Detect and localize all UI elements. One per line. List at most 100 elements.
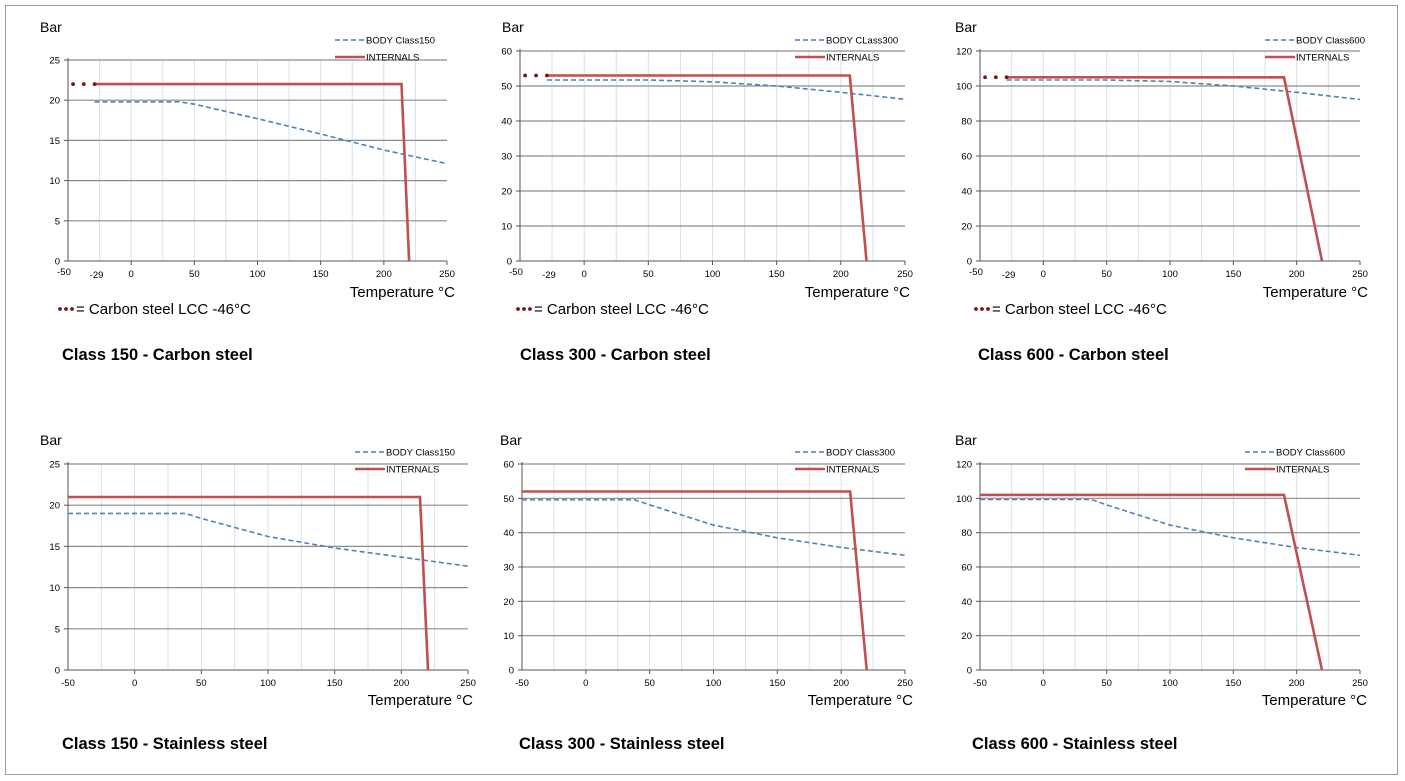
y-tick-label: 20 [501, 187, 512, 198]
y-axis-unit-label: Bar [502, 19, 524, 35]
y-tick-label: 40 [961, 187, 972, 198]
y-tick-label: 20 [49, 96, 60, 107]
x-tick-label: 200 [833, 678, 849, 689]
legend: BODY Class300 INTERNALS [795, 448, 895, 476]
x-tick-label: -29 [542, 270, 556, 281]
lcc-note: = Carbon steel LCC -46°C [534, 301, 709, 318]
x-axis-label: Temperature °C [808, 692, 913, 709]
y-tick-label: 40 [501, 117, 512, 128]
x-tick-label: 100 [705, 269, 721, 280]
series-body-line [522, 498, 906, 557]
legend-body-label: BODY Class300 [826, 448, 895, 459]
y-tick-label: 5 [55, 216, 60, 227]
x-tick-label: -50 [973, 678, 987, 689]
figure-border [5, 5, 1398, 775]
y-tick-label: 30 [501, 152, 512, 163]
x-tick-label: 250 [1352, 269, 1368, 280]
legend-body-label: BODY Class150 [366, 36, 435, 47]
x-tick-label: 250 [1352, 678, 1368, 689]
chart-title: Class 600 - Carbon steel [978, 346, 1169, 364]
series-internals-line [94, 82, 411, 262]
y-tick-label: 20 [503, 597, 514, 608]
y-tick-label: 10 [503, 631, 514, 642]
legend-internals-label: INTERNALS [366, 53, 419, 64]
x-tick-label: 150 [313, 269, 329, 280]
y-tick-label: 0 [967, 666, 972, 677]
x-tick-label: 100 [260, 678, 276, 689]
y-tick-label: 60 [961, 563, 972, 574]
x-tick-label: 100 [1162, 269, 1178, 280]
legend-internals-label: INTERNALS [826, 53, 879, 64]
x-tick-label: 200 [1289, 678, 1305, 689]
x-tick-label: 0 [1041, 678, 1046, 689]
y-tick-label: 50 [501, 82, 512, 93]
series-internals-line [1006, 76, 1324, 262]
y-tick-label: 100 [956, 494, 972, 505]
y-axis-unit-label: Bar [40, 432, 62, 448]
note-dot-icon [980, 307, 984, 311]
note-dot-icon [70, 307, 74, 311]
y-tick-label: 120 [956, 460, 972, 471]
y-tick-label: 10 [49, 176, 60, 187]
note-dot-icon [528, 307, 532, 311]
series-lcc-point [81, 82, 86, 87]
x-tick-label: 250 [897, 269, 913, 280]
x-axis-label: Temperature °C [350, 284, 455, 301]
chart-title: Class 150 - Stainless steel [62, 735, 267, 753]
x-tick-label: 250 [460, 678, 476, 689]
x-tick-label: 0 [582, 269, 587, 280]
y-tick-label: 15 [49, 542, 60, 553]
x-tick-label: 100 [706, 678, 722, 689]
x-tick-label: 200 [833, 269, 849, 280]
series-lcc-point [545, 73, 549, 78]
x-tick-label: 0 [1041, 269, 1046, 280]
legend-internals-label: INTERNALS [386, 465, 439, 476]
series-internals-line [980, 493, 1324, 671]
x-tick-label: 50 [1101, 678, 1112, 689]
y-tick-label: 25 [49, 460, 60, 471]
note-dot-icon [64, 307, 68, 311]
x-tick-label: 100 [1162, 678, 1178, 689]
y-tick-label: 10 [49, 583, 60, 594]
lcc-note: = Carbon steel LCC -46°C [992, 301, 1167, 318]
series-body-line [94, 101, 448, 165]
x-axis-label: Temperature °C [368, 692, 473, 709]
legend: BODY Class150 INTERNALS [335, 36, 435, 64]
chart-panel-3: 0 20 40 60 80 100 120 -50 -29 0 50 100 150 200 250 BODY… [955, 19, 1368, 364]
note-dot-icon [58, 307, 62, 311]
chart-panel-1: 0 5 10 15 20 25 -50 -29 0 50 100 150 200 250 BODY Clas… [40, 19, 455, 364]
y-tick-label: 50 [503, 494, 514, 505]
x-tick-label: 150 [1225, 269, 1241, 280]
y-tick-label: 10 [501, 222, 512, 233]
x-tick-label: -50 [57, 267, 71, 278]
legend-body-label: BODY Class600 [1296, 36, 1365, 47]
y-tick-label: 20 [49, 501, 60, 512]
legend-body-label: BODY Class150 [386, 448, 455, 459]
y-tick-label: 0 [55, 666, 60, 677]
y-tick-label: 120 [956, 47, 972, 58]
y-tick-label: 60 [501, 47, 512, 58]
series-internals-line [68, 495, 430, 671]
x-tick-label: 50 [196, 678, 207, 689]
legend-body-label: BODY CLass300 [826, 36, 898, 47]
chart-title: Class 600 - Stainless steel [972, 735, 1177, 753]
x-tick-label: 0 [129, 269, 134, 280]
x-tick-label: -50 [509, 267, 523, 278]
series-lcc-point [993, 75, 998, 80]
x-tick-label: -50 [61, 678, 75, 689]
legend-body-label: BODY Class600 [1276, 448, 1345, 459]
x-tick-label: 150 [327, 678, 343, 689]
y-tick-label: 60 [503, 460, 514, 471]
y-tick-label: 80 [961, 528, 972, 539]
chart-title: Class 300 - Carbon steel [520, 346, 711, 364]
series-internals-line [547, 74, 868, 262]
y-axis-unit-label: Bar [955, 19, 977, 35]
note-dot-icon [986, 307, 990, 311]
chart-panel-2: 0 10 20 30 40 50 60 -50 -29 0 50 100 150 200 250 BODY C… [501, 19, 913, 364]
x-tick-label: -29 [90, 270, 104, 281]
x-tick-label: 200 [376, 269, 392, 280]
y-tick-label: 25 [49, 56, 60, 67]
